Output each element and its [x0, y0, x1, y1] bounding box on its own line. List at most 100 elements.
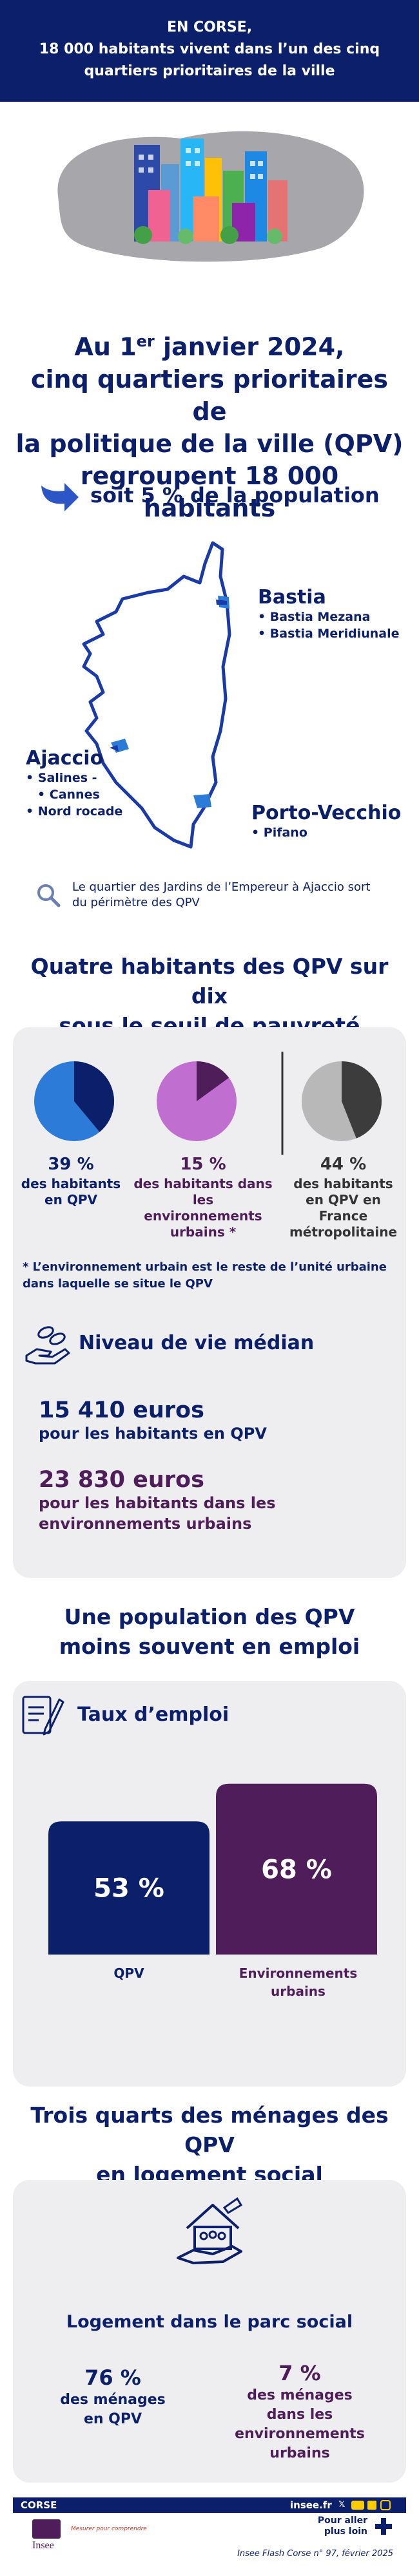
insee-brand: Insee [32, 2540, 54, 2551]
hand-coins-icon [25, 1326, 70, 1365]
quartier-item: Nord rocade [26, 803, 123, 820]
footnote-line: * L’environnement urbain est le reste de… [23, 1260, 387, 1274]
header-line: EN CORSE, [166, 19, 253, 35]
instagram-icon[interactable] [380, 2500, 391, 2510]
quartier-item-continued: Cannes [26, 786, 122, 803]
bar-label-qpv: QPV [48, 1964, 210, 1982]
housing-env-pct: 7 % [278, 2361, 321, 2385]
city-buildings-illustration [57, 131, 364, 262]
map-note-line: Le quartier des Jardins de l’Empereur à … [72, 880, 371, 894]
city-name-bastia: Bastia [258, 586, 326, 609]
ajaccio-block: Ajaccio Salines - Cannes Nord rocade [26, 747, 122, 820]
pie-percentage: 39 % [48, 1155, 94, 1174]
housing-subtitle: Logement dans le parc social [66, 2312, 353, 2332]
linkedin-icon[interactable] [367, 2501, 376, 2510]
quartier-item: Salines - [26, 770, 122, 786]
employment-subtitle: Taux d’emploi [77, 1703, 229, 1726]
quartier-item: Pifano [251, 824, 401, 841]
bar-label-line: QPV [113, 1965, 144, 1981]
housing-desc-line: environnements [235, 2426, 365, 2442]
pie-label-qpv: 39 % des habitants en QPV [16, 1153, 126, 1208]
pie-slice-1 [197, 1061, 229, 1101]
hero-line: Au 1 [74, 332, 137, 361]
magnifier-icon [37, 884, 61, 907]
pie-label-line: des habitants [293, 1176, 393, 1191]
income-env-desc: environnements urbains [39, 1515, 252, 1533]
insee-logo [32, 2519, 61, 2539]
more-info-line: Pour aller [317, 2515, 367, 2526]
quartier-item: Bastia Meridiunale [258, 625, 400, 642]
bar-label-line: Environnements [239, 1965, 358, 1981]
section-title-line: moins souvent en emploi [59, 1634, 360, 1659]
curved-arrow-icon [41, 483, 79, 511]
pie-label-line: en QPV en France [306, 1192, 381, 1224]
header-line: 18 000 habitants vivent dans l’un des ci… [39, 41, 380, 57]
city-name-porto-vecchio: Porto-Vecchio [251, 802, 402, 824]
bastia-block: Bastia Bastia Mezana Bastia Meridiunale [258, 586, 399, 642]
housing-env: 7 % des ménages dans les environnements … [226, 2360, 374, 2463]
population-share-text: soit 5 % de la population [90, 483, 380, 507]
housing-desc-line: en QPV [83, 2411, 142, 2427]
pie-label-urban: 15 % des habitants dans les environnemen… [132, 1153, 274, 1240]
section-title-line: Quatre habitants des QPV sur dix [30, 954, 389, 1009]
pie-percentage: 15 % [180, 1155, 226, 1174]
hero-line: regroupent 18 000 habitants [80, 461, 339, 522]
header-banner: EN CORSE, 18 000 habitants vivent dans l… [0, 0, 419, 102]
population-share: soit 5 % de la population [39, 477, 400, 515]
header-line: quartiers prioritaires de la ville [84, 63, 335, 79]
housing-desc-line: des ménages [60, 2392, 166, 2408]
bar-value-label-0: 53 % [93, 1874, 164, 1904]
hero-line: cinq quartiers prioritaires de [30, 365, 389, 426]
publication-reference: Insee Flash Corse n° 97, février 2025 [237, 2549, 393, 2559]
employment-section-title: Une population des QPV moins souvent en … [13, 1602, 406, 1662]
income-qpv: 15 410 euros pour les habitants en QPV [39, 1397, 387, 1444]
poverty-section-title: Quatre habitants des QPV sur dix sous le… [13, 952, 406, 1041]
porto-vecchio-block: Porto-Vecchio Pifano [251, 802, 401, 841]
more-info-link[interactable]: Pour aller plus loin [316, 2515, 367, 2537]
income-env-desc: pour les habitants dans les [39, 1494, 276, 1512]
pie-label-line: métropolitaine [289, 1224, 398, 1240]
hero-superscript: er [136, 332, 155, 350]
housing-desc-line: urbains [269, 2445, 330, 2461]
insee-tagline: Mesurer pour comprendre [71, 2526, 147, 2532]
bar-label-urban: Environnements urbains [216, 1964, 380, 2000]
housing-qpv: 76 % des ménages en QPV [39, 2365, 187, 2429]
pie-label-france: 44 % des habitants en QPV en France métr… [280, 1153, 406, 1240]
pie-slice-2 [342, 1061, 382, 1139]
plus-icon[interactable] [374, 2517, 393, 2536]
income-title: Niveau de vie médian [79, 1332, 315, 1354]
quartier-item: Bastia Mezana [258, 609, 399, 625]
pie-label-line: en QPV [44, 1192, 97, 1208]
housing-section-title: Trois quarts des ménages des QPV en loge… [13, 2101, 406, 2190]
footer-site-link[interactable]: insee.fr [290, 2499, 332, 2511]
pie-label-line: des habitants [21, 1176, 121, 1191]
housing-desc-line: des ménages [247, 2387, 353, 2403]
bar-label-line: urbains [271, 1984, 326, 1999]
x-social-icon[interactable]: 𝕏 [338, 2500, 346, 2510]
map-note: Le quartier des Jardins de l’Empereur à … [72, 880, 395, 911]
bar-0 [48, 1821, 210, 1955]
city-name-ajaccio: Ajaccio [26, 747, 104, 770]
footnote-line: dans laquelle se situe le QPV [23, 1277, 213, 1291]
map-note-line: du périmètre des QPV [72, 896, 200, 909]
footer-band: CORSE insee.fr 𝕏 [13, 2497, 406, 2513]
youtube-icon[interactable] [351, 2501, 364, 2510]
document-pen-icon [22, 1696, 64, 1736]
income-qpv-value: 15 410 euros [39, 1397, 204, 1423]
housing-desc-line: dans les [266, 2407, 333, 2423]
hero-line: janvier 2024, [154, 332, 345, 361]
bar-value-label-1: 68 % [261, 1855, 332, 1884]
section-title-line: Trois quarts des ménages des QPV [30, 2103, 389, 2157]
bar-1 [216, 1783, 377, 1955]
employment-bar-chart: 53 % 68 % [48, 1783, 377, 1955]
section-title-line: Une population des QPV [64, 1604, 355, 1629]
income-qpv-desc: pour les habitants en QPV [39, 1425, 267, 1443]
hero-title: Au 1er janvier 2024, cinq quartiers prio… [13, 325, 406, 524]
pie-label-line: urbains * [170, 1224, 237, 1240]
hero-line: la politique de la ville (QPV) [15, 429, 404, 458]
footer-region: CORSE [21, 2499, 57, 2511]
pie-label-line: les environnements [144, 1192, 262, 1224]
income-env-value: 23 830 euros [39, 1467, 204, 1493]
income-env: 23 830 euros pour les habitants dans les… [39, 1467, 387, 1534]
pie-percentage: 44 % [320, 1155, 367, 1174]
